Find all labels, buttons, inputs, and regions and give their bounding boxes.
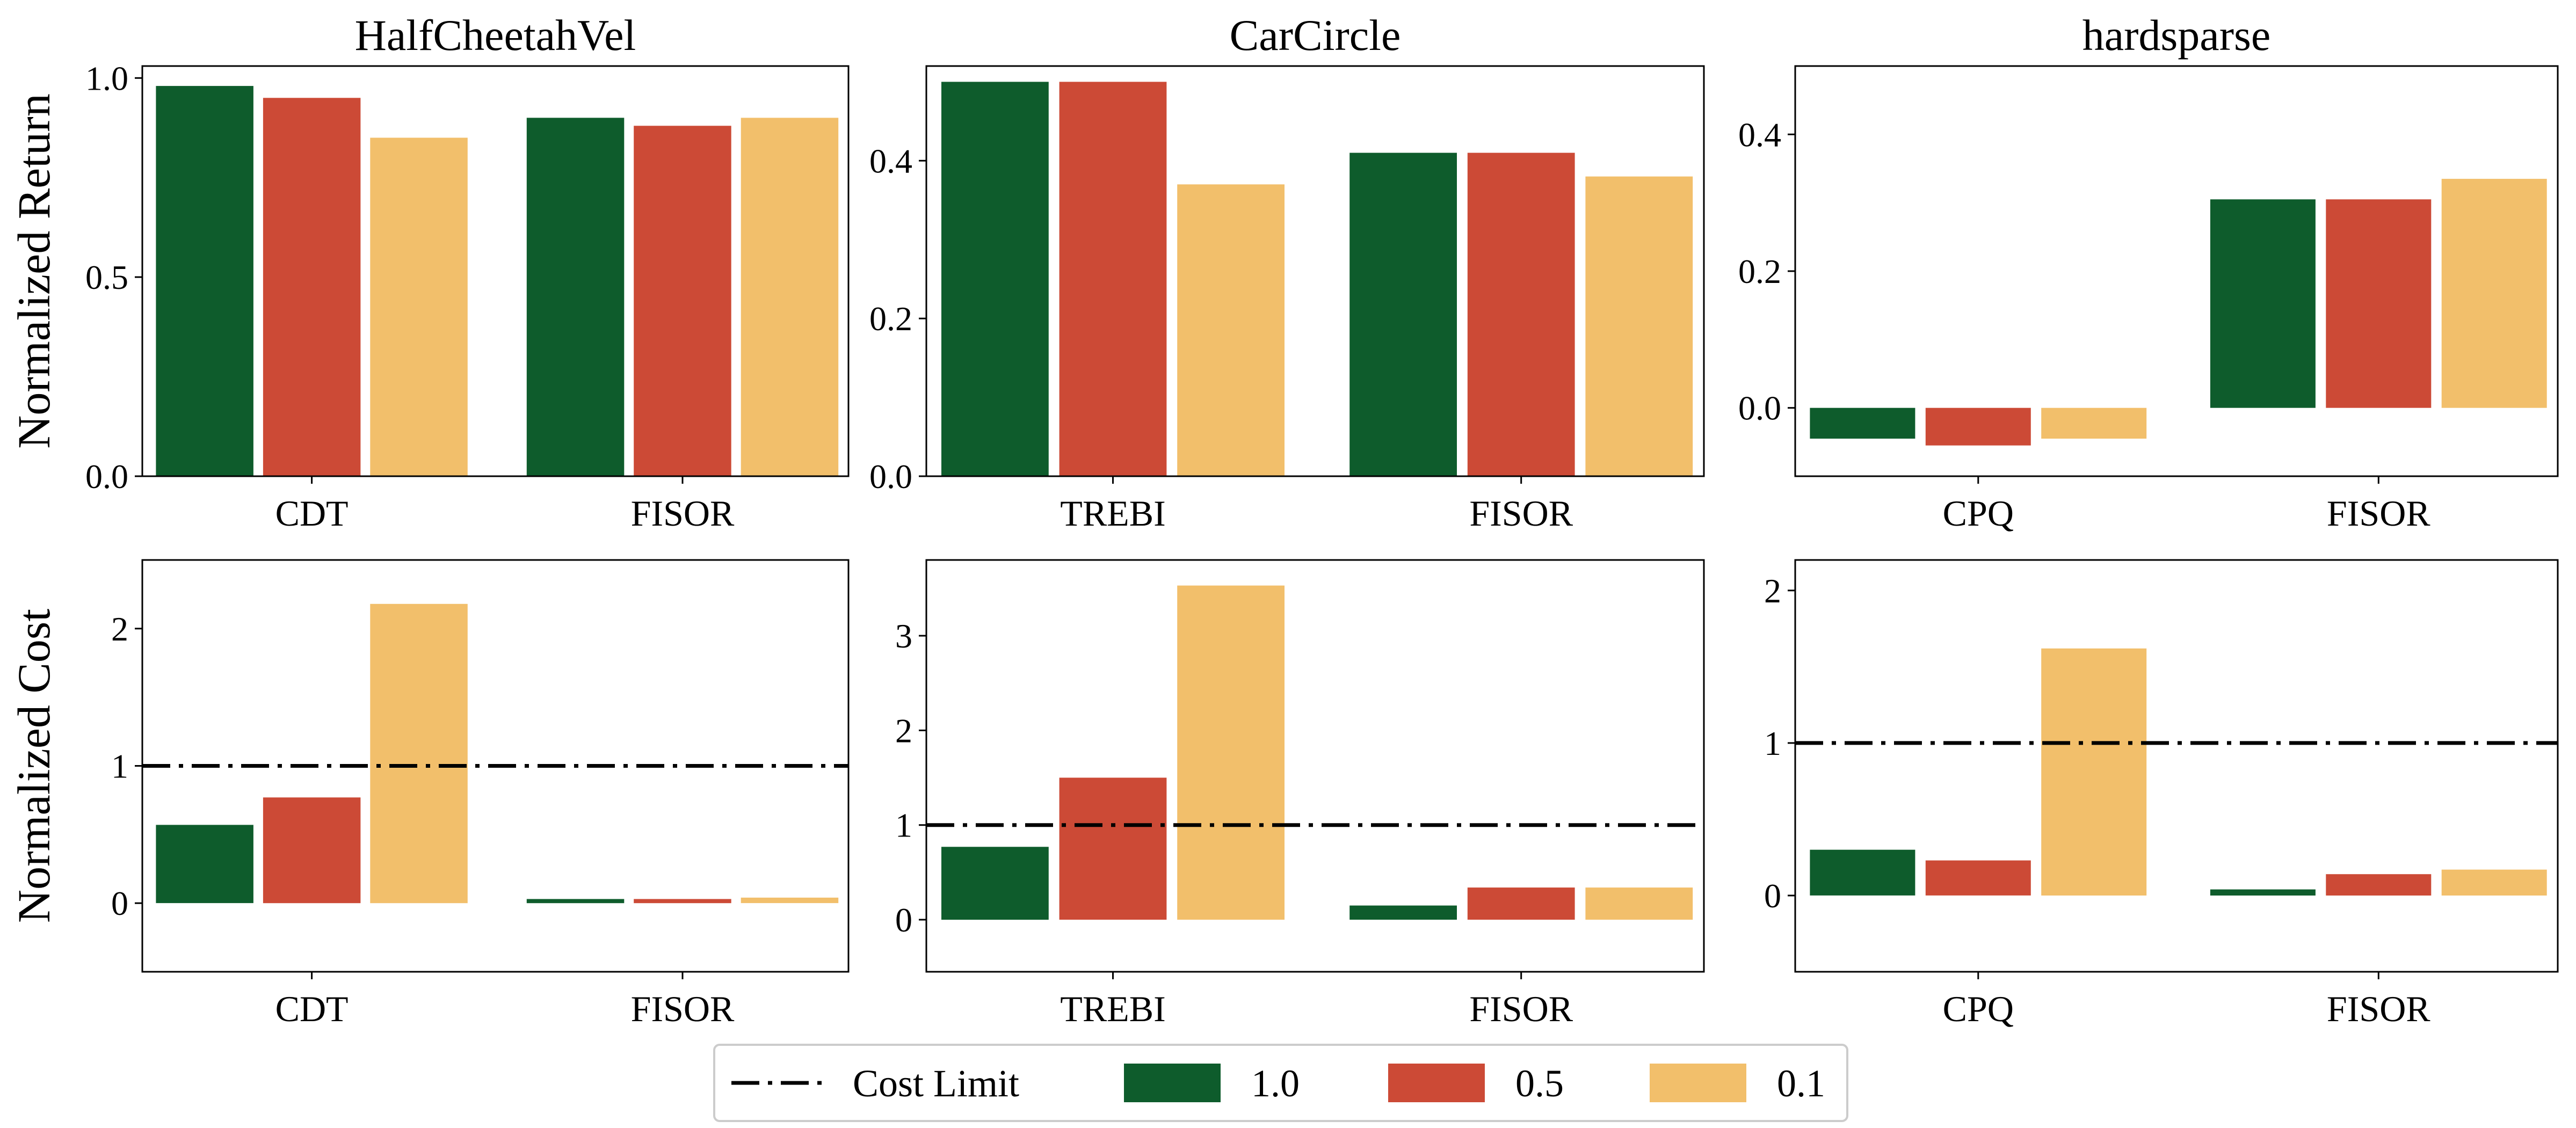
chart-panel-carcircle-cost: TREBI FISOR 0 1 2 3: [895, 559, 1705, 1029]
axis-frame-carcircle-return: [925, 65, 1705, 477]
y-tick-label-carcircle-cost-2: 2: [895, 711, 912, 749]
bar-hardsparse-return-FISOR-0.5: [2326, 199, 2432, 408]
axis-frame-hardsparse-cost: [1794, 559, 2559, 973]
legend-label-2: 0.5: [1515, 1062, 1564, 1105]
x-tick-label-carcircle-cost-0: TREBI: [1060, 988, 1165, 1029]
bar-halfcheetah-cost-FISOR-1.0: [526, 899, 625, 904]
bar-carcircle-cost-TREBI-0.1: [1177, 585, 1285, 920]
bar-halfcheetah-cost-CDT-0.1: [370, 603, 468, 904]
y-tick-label-halfcheetah-cost-0: 0: [111, 884, 128, 922]
x-tick-label-halfcheetah-cost-0: CDT: [275, 988, 349, 1029]
chart-panel-hardsparse-cost: CPQ FISOR 0 1 2: [1764, 559, 2559, 1029]
bar-halfcheetah-return-FISOR-1.0: [526, 118, 625, 476]
bar-halfcheetah-cost-FISOR-0.1: [741, 897, 839, 904]
legend-swatch-1.0: [1124, 1064, 1221, 1102]
x-tick-label-halfcheetah-return-1: FISOR: [631, 493, 735, 534]
chart-panels: CDT FISOR 0.0 0.5 1.0 HalfCheetahVel Normalize…: [8, 11, 2559, 1029]
axis-frame-carcircle-cost: [925, 559, 1705, 973]
panel-title-halfcheetah-return: HalfCheetahVel: [355, 11, 636, 60]
bar-carcircle-return-FISOR-1.0: [1349, 152, 1457, 477]
bar-hardsparse-cost-CPQ-0.1: [2041, 648, 2147, 896]
chart-panel-hardsparse-return: CPQ FISOR 0.0 0.2 0.4 hardsparse: [1738, 11, 2559, 534]
bar-halfcheetah-cost-FISOR-0.5: [634, 899, 731, 904]
legend-swatch-0.5: [1388, 1064, 1485, 1102]
x-tick-label-carcircle-cost-1: FISOR: [1469, 988, 1573, 1029]
bar-halfcheetah-return-CDT-0.5: [263, 98, 361, 477]
bar-hardsparse-cost-CPQ-0.5: [1925, 860, 2031, 896]
x-tick-label-hardsparse-cost-0: CPQ: [1943, 988, 2014, 1029]
bar-hardsparse-cost-FISOR-1.0: [2210, 889, 2316, 896]
y-tick-label-halfcheetah-cost-2: 2: [111, 610, 128, 648]
panel-title-hardsparse-return: hardsparse: [2082, 11, 2271, 60]
bar-hardsparse-return-CPQ-0.1: [2041, 407, 2147, 439]
bar-halfcheetah-return-CDT-0.1: [370, 137, 468, 476]
y-tick-label-halfcheetah-cost-1: 1: [111, 747, 128, 785]
y-tick-label-hardsparse-return-0: 0.0: [1738, 389, 1781, 427]
y-tick-label-carcircle-cost-3: 3: [895, 617, 912, 655]
x-tick-label-hardsparse-return-1: FISOR: [2327, 493, 2430, 534]
x-tick-label-halfcheetah-cost-1: FISOR: [631, 988, 735, 1029]
bar-carcircle-cost-TREBI-1.0: [941, 847, 1049, 920]
y-tick-label-hardsparse-return-2: 0.4: [1738, 115, 1781, 154]
legend: Cost Limit 1.0 0.5 0.1: [713, 1044, 1848, 1122]
y-tick-label-carcircle-return-1: 0.2: [869, 300, 912, 338]
y-tick-label-halfcheetah-return-2: 1.0: [85, 59, 128, 97]
bar-carcircle-cost-FISOR-1.0: [1349, 905, 1457, 920]
axis-frame-halfcheetah-return: [141, 65, 850, 477]
bar-carcircle-return-TREBI-0.1: [1177, 184, 1285, 476]
chart-panel-halfcheetah-cost: CDT FISOR 0 1 2 Normalized Cost: [8, 559, 850, 1029]
legend-box: [713, 1044, 1848, 1122]
x-tick-label-carcircle-return-0: TREBI: [1060, 493, 1165, 534]
legend-label-3: 0.1: [1777, 1062, 1825, 1105]
y-tick-label-hardsparse-cost-2: 2: [1764, 572, 1781, 610]
bar-halfcheetah-cost-CDT-0.5: [263, 797, 361, 904]
x-tick-label-halfcheetah-return-0: CDT: [275, 493, 349, 534]
bar-hardsparse-cost-FISOR-0.1: [2441, 869, 2547, 896]
bar-carcircle-return-TREBI-1.0: [941, 82, 1049, 476]
legend-swatch-0.1: [1650, 1064, 1746, 1102]
y-tick-label-halfcheetah-return-0: 0.0: [85, 457, 128, 496]
bar-hardsparse-return-CPQ-0.5: [1925, 407, 2031, 446]
x-tick-label-carcircle-return-1: FISOR: [1469, 493, 1573, 534]
y-tick-label-halfcheetah-return-1: 0.5: [85, 258, 128, 296]
panel-title-carcircle-return: CarCircle: [1230, 11, 1401, 60]
bar-carcircle-return-TREBI-0.5: [1059, 82, 1167, 476]
y-tick-label-carcircle-return-0: 0.0: [869, 457, 912, 496]
bar-carcircle-return-FISOR-0.5: [1467, 152, 1575, 477]
y-axis-label-halfcheetah-return: Normalized Return: [8, 93, 60, 449]
bar-carcircle-cost-FISOR-0.5: [1467, 887, 1575, 920]
y-axis-label-halfcheetah-cost: Normalized Cost: [8, 609, 60, 923]
y-tick-label-carcircle-cost-0: 0: [895, 901, 912, 939]
chart-panel-halfcheetah-return: CDT FISOR 0.0 0.5 1.0 HalfCheetahVel Normalize…: [8, 11, 850, 534]
legend-label-0: Cost Limit: [853, 1062, 1019, 1105]
bar-halfcheetah-cost-CDT-1.0: [156, 825, 253, 904]
y-tick-label-hardsparse-cost-0: 0: [1764, 877, 1781, 915]
bar-hardsparse-return-FISOR-0.1: [2441, 179, 2547, 408]
y-tick-label-carcircle-cost-1: 1: [895, 806, 912, 845]
legend-label-1: 1.0: [1251, 1062, 1300, 1105]
y-tick-label-hardsparse-cost-1: 1: [1764, 724, 1781, 762]
chart-panel-carcircle-return: TREBI FISOR 0.0 0.2 0.4 CarCircle: [869, 11, 1705, 534]
bar-halfcheetah-return-FISOR-0.5: [634, 126, 731, 477]
bar-carcircle-cost-TREBI-0.5: [1059, 777, 1167, 920]
y-tick-label-hardsparse-return-1: 0.2: [1738, 252, 1781, 290]
bar-halfcheetah-return-CDT-1.0: [156, 86, 253, 477]
bar-halfcheetah-return-FISOR-0.1: [741, 118, 839, 476]
bar-hardsparse-return-CPQ-1.0: [1810, 407, 1915, 439]
x-tick-label-hardsparse-return-0: CPQ: [1943, 493, 2014, 534]
bar-carcircle-cost-FISOR-0.1: [1585, 887, 1693, 920]
x-tick-label-hardsparse-cost-1: FISOR: [2327, 988, 2430, 1029]
y-tick-label-carcircle-return-2: 0.4: [869, 142, 912, 180]
bar-carcircle-return-FISOR-0.1: [1585, 176, 1693, 476]
bar-hardsparse-return-FISOR-1.0: [2210, 199, 2316, 408]
bar-hardsparse-cost-FISOR-0.5: [2326, 874, 2432, 896]
bar-hardsparse-cost-CPQ-1.0: [1810, 849, 1915, 896]
